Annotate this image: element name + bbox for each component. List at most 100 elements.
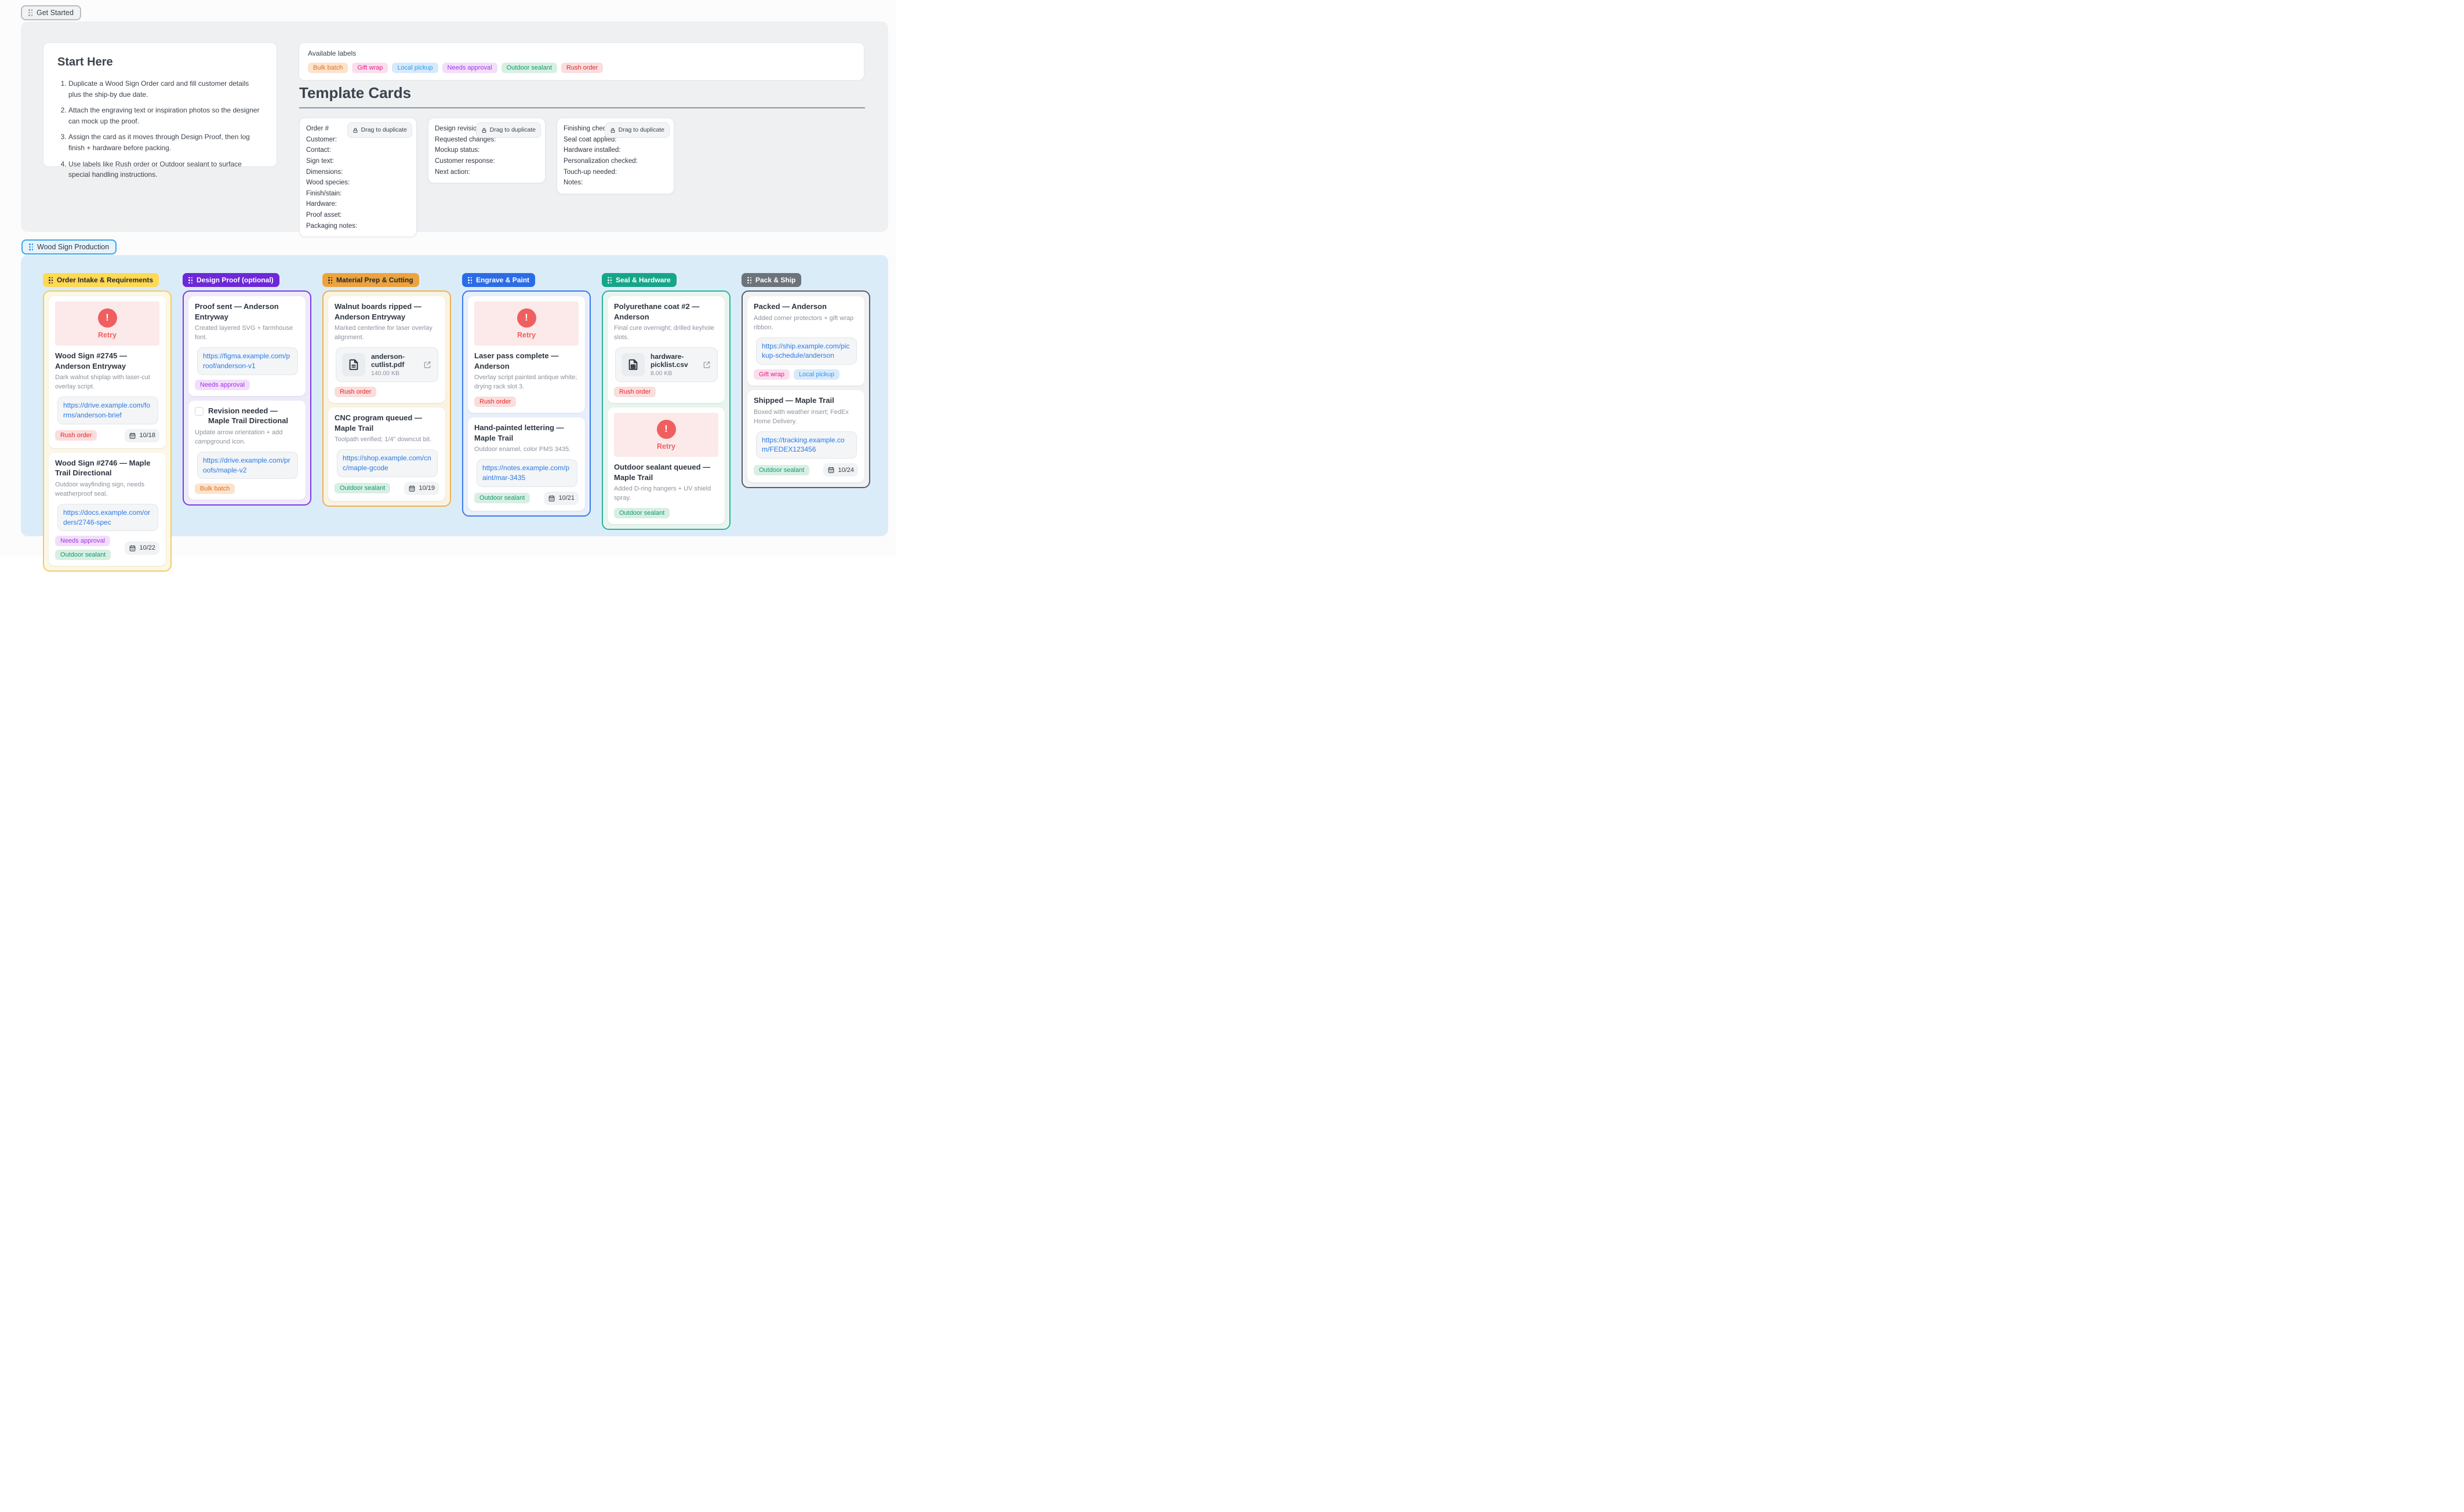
label-chip-bulk-batch[interactable]: Bulk batch xyxy=(308,63,348,73)
card-description: Toolpath verified; 1/4" downcut bit. xyxy=(335,436,432,444)
card-title: Outdoor sealant queued — Maple Trail xyxy=(614,463,711,482)
column-header-design-proof[interactable]: Design Proof (optional) xyxy=(183,273,279,288)
card-proof-sent[interactable]: Proof sent — Anderson Entryway Created l… xyxy=(188,296,306,396)
template-field: Proof asset: xyxy=(306,212,342,219)
label-chip-needs-approval[interactable]: Needs approval xyxy=(442,63,497,73)
card-link[interactable]: https://docs.example.com/orders/2746-spe… xyxy=(57,503,158,532)
available-labels-panel: Available labels Bulk batch Gift wrap Lo… xyxy=(299,42,864,81)
card-title: Wood Sign #2745 — Anderson Entryway xyxy=(55,351,128,370)
file-attachment[interactable]: anderson-cutlist.pdf 140.00 KB xyxy=(336,347,438,383)
instruction-step: Attach the engraving text or inspiration… xyxy=(68,105,263,126)
card-link[interactable]: https://tracking.example.com/FEDEX123456 xyxy=(756,431,857,459)
card-link[interactable]: https://ship.example.com/pickup-schedule… xyxy=(756,337,857,365)
label-chip-outdoor-sealant[interactable]: Outdoor sealant xyxy=(501,63,557,73)
task-checkbox[interactable] xyxy=(195,406,203,416)
template-card-order[interactable]: Drag to duplicate Order # Customer: Cont… xyxy=(299,118,417,238)
card-wood-sign-2745[interactable]: ! Retry Wood Sign #2745 — Anderson Entry… xyxy=(49,296,166,448)
card-title: Revision needed — Maple Trail Directiona… xyxy=(208,406,288,426)
card-laser-pass[interactable]: ! Retry Laser pass complete — Anderson O… xyxy=(468,296,585,413)
column-header-engrave-paint[interactable]: Engrave & Paint xyxy=(462,273,536,288)
template-field: Customer response: xyxy=(435,157,495,165)
column-pack-ship: Pack & Ship Packed — Anderson Added corn… xyxy=(742,271,870,489)
due-date-badge: 10/19 xyxy=(404,481,439,495)
card-description: Added corner protectors + gift wrap ribb… xyxy=(754,314,854,331)
page: { "ui": { "get_started": "Get Started", … xyxy=(0,0,896,572)
template-card-design-revision[interactable]: Drag to duplicate Design revision # Requ… xyxy=(428,118,546,184)
calendar-icon xyxy=(828,467,834,474)
card-description: Dark walnut shiplap with laser-cut overl… xyxy=(55,374,150,391)
card-walnut-boards[interactable]: Walnut boards ripped — Anderson Entryway… xyxy=(328,296,445,404)
label-chip-local-pickup[interactable]: Local pickup xyxy=(392,63,438,73)
card-label-rush-order: Rush order xyxy=(474,397,517,408)
card-revision-needed[interactable]: Revision needed — Maple Trail Directiona… xyxy=(188,400,306,500)
template-title: Design revision # xyxy=(435,125,486,132)
drag-handle-icon xyxy=(188,277,192,284)
label-chip-rush-order[interactable]: Rush order xyxy=(561,63,604,73)
column-body-order-intake: ! Retry Wood Sign #2745 — Anderson Entry… xyxy=(43,290,172,572)
column-header-pack-ship[interactable]: Pack & Ship xyxy=(742,273,802,288)
available-labels-title: Available labels xyxy=(308,49,357,57)
instruction-step: Assign the card as it moves through Desi… xyxy=(68,132,263,153)
template-field: Hardware: xyxy=(306,201,337,208)
card-title: Packed — Anderson xyxy=(754,302,827,311)
column-design-proof: Design Proof (optional) Proof sent — And… xyxy=(183,271,311,506)
wood-sign-production-tag[interactable]: Wood Sign Production xyxy=(21,239,117,255)
csv-file-icon xyxy=(622,353,645,377)
image-retry-button[interactable]: ! Retry xyxy=(55,301,159,346)
drag-handle-icon xyxy=(49,277,53,284)
card-title: Wood Sign #2746 — Maple Trail Directiona… xyxy=(55,458,151,478)
column-body-design-proof: Proof sent — Anderson Entryway Created l… xyxy=(183,290,311,506)
drag-handle-icon xyxy=(747,277,751,284)
card-label-outdoor-sealant: Outdoor sealant xyxy=(474,493,530,504)
card-link[interactable]: https://notes.example.com/paint/mar-3435 xyxy=(477,459,577,487)
card-title: Shipped — Maple Trail xyxy=(754,396,834,405)
due-date-badge: 10/21 xyxy=(544,491,579,505)
template-field: Sign text: xyxy=(306,157,334,165)
calendar-icon xyxy=(130,545,136,551)
lock-icon xyxy=(610,128,615,133)
column-order-intake: Order Intake & Requirements ! Retry Wood… xyxy=(43,271,172,572)
card-label-outdoor-sealant: Outdoor sealant xyxy=(754,464,810,475)
column-body-seal-hardware: Polyurethane coat #2 — Anderson Final cu… xyxy=(602,290,731,530)
column-header-order-intake[interactable]: Order Intake & Requirements xyxy=(43,273,159,288)
column-engrave-paint: Engrave & Paint ! Retry Laser pass compl… xyxy=(462,271,591,517)
card-wood-sign-2746[interactable]: Wood Sign #2746 — Maple Trail Directiona… xyxy=(49,452,166,566)
card-link[interactable]: https://drive.example.com/proofs/maple-v… xyxy=(197,451,298,479)
card-title: Proof sent — Anderson Entryway xyxy=(195,302,279,321)
template-title: Finishing checklist xyxy=(564,125,618,132)
column-body-engrave-paint: ! Retry Laser pass complete — Anderson O… xyxy=(462,290,591,517)
card-polyurethane-coat[interactable]: Polyurethane coat #2 — Anderson Final cu… xyxy=(608,296,725,404)
template-card-finishing-checklist[interactable]: Drag to duplicate Finishing checklist Se… xyxy=(557,118,674,194)
drag-handle-icon xyxy=(28,9,32,16)
template-field: Notes: xyxy=(564,179,583,187)
instructions-list: Duplicate a Wood Sign Order card and fil… xyxy=(57,78,263,180)
pdf-file-icon xyxy=(342,353,365,377)
label-chip-gift-wrap[interactable]: Gift wrap xyxy=(352,63,388,73)
drag-to-duplicate-badge: Drag to duplicate xyxy=(604,122,670,138)
card-link[interactable]: https://drive.example.com/forms/anderson… xyxy=(57,397,158,424)
template-field: Dimensions: xyxy=(306,168,343,176)
open-external-icon[interactable] xyxy=(702,360,711,369)
file-attachment[interactable]: hardware-picklist.csv 8.00 KB xyxy=(615,347,718,383)
card-link[interactable]: https://shop.example.com/cnc/maple-gcode xyxy=(337,449,438,477)
column-header-material-prep[interactable]: Material Prep & Cutting xyxy=(322,273,419,288)
image-retry-button[interactable]: ! Retry xyxy=(614,413,718,457)
card-description: Final cure overnight; drilled keyhole sl… xyxy=(614,325,715,341)
error-icon: ! xyxy=(97,308,117,328)
open-external-icon[interactable] xyxy=(423,360,432,369)
column-body-pack-ship: Packed — Anderson Added corner protector… xyxy=(742,290,870,489)
card-shipped-maple-trail[interactable]: Shipped — Maple Trail Boxed with weather… xyxy=(747,390,864,483)
get-started-tag[interactable]: Get Started xyxy=(21,5,81,20)
column-header-seal-hardware[interactable]: Seal & Hardware xyxy=(602,273,677,288)
card-link[interactable]: https://figma.example.com/proof/anderson… xyxy=(197,347,298,375)
card-cnc-program[interactable]: CNC program queued — Maple Trail Toolpat… xyxy=(328,408,445,501)
calendar-icon xyxy=(130,432,136,439)
card-description: Created layered SVG + farmhouse font. xyxy=(195,325,293,341)
column-body-material-prep: Walnut boards ripped — Anderson Entryway… xyxy=(322,290,451,507)
card-hand-painted[interactable]: Hand-painted lettering — Maple Trail Out… xyxy=(468,417,585,511)
image-retry-button[interactable]: ! Retry xyxy=(474,301,579,346)
card-outdoor-sealant-queued[interactable]: ! Retry Outdoor sealant queued — Maple T… xyxy=(608,408,725,525)
card-packed-anderson[interactable]: Packed — Anderson Added corner protector… xyxy=(747,296,864,386)
card-title: CNC program queued — Maple Trail xyxy=(335,413,422,432)
template-field: Seal coat applied: xyxy=(564,136,617,143)
